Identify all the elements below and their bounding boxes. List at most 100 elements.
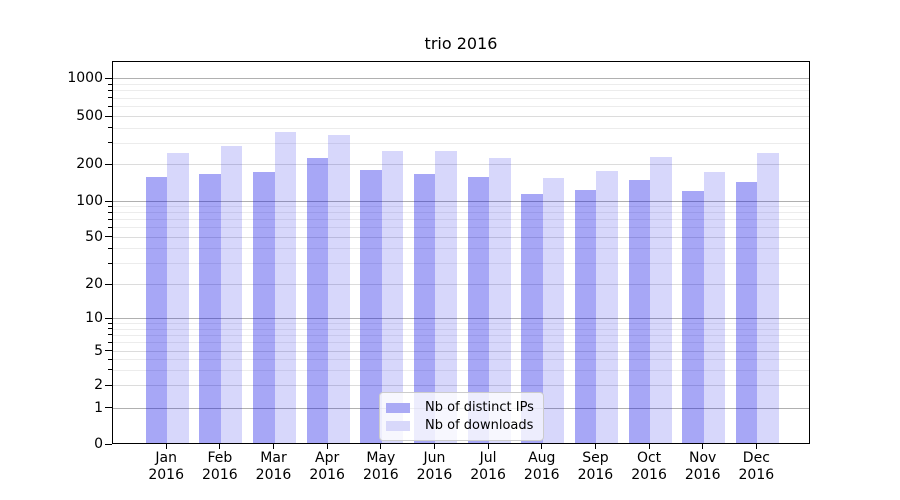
y-tick-label-50: 50 <box>85 228 103 245</box>
legend: Nb of distinct IPs Nb of downloads <box>379 392 544 441</box>
y-minor-tick-40 <box>108 247 112 249</box>
y-tick-1000 <box>105 77 112 79</box>
x-label-month: Oct <box>636 450 662 466</box>
gridline-minor-80 <box>113 212 809 214</box>
y-tick-5 <box>105 350 112 352</box>
bar-distinct-ips-nov <box>682 190 704 443</box>
gridline-minor-30 <box>113 263 809 265</box>
gridline-major-100 <box>113 201 809 202</box>
chart-title: trio 2016 <box>424 34 498 53</box>
y-minor-tick-30 <box>108 262 112 264</box>
y-tick-label-500: 500 <box>76 108 103 124</box>
y-tick-label-0: 0 <box>94 436 103 452</box>
x-label-month: Jan <box>155 450 177 466</box>
bar-distinct-ips-mar <box>253 171 275 443</box>
gridline-minor-8 <box>113 328 809 330</box>
x-tick-label-jul: Jul 2016 <box>458 450 518 484</box>
x-tick-label-aug: Aug 2016 <box>512 450 572 484</box>
y-tick-label-2: 2 <box>94 377 103 393</box>
gridline-minor-40 <box>113 248 809 250</box>
x-tick-sep <box>594 444 596 449</box>
gridline-major-2 <box>113 385 809 386</box>
x-label-year: 2016 <box>148 467 184 483</box>
x-label-month: May <box>366 450 396 466</box>
bar-distinct-ips-jun <box>413 173 436 443</box>
y-tick-label-5: 5 <box>94 342 103 359</box>
x-label-year: 2016 <box>577 467 614 483</box>
y-minor-tick-300 <box>108 142 112 144</box>
legend-item-distinct-ips: Nb of distinct IPs <box>386 399 534 416</box>
y-tick-500 <box>105 115 112 117</box>
x-label-month: Nov <box>689 450 717 466</box>
gridline-minor-3 <box>113 369 809 371</box>
bar-downloads-nov <box>703 171 726 443</box>
legend-item-downloads: Nb of downloads <box>386 417 534 434</box>
x-label-year: 2016 <box>202 467 238 483</box>
bar-downloads-sep <box>596 171 618 443</box>
x-tick-jun <box>433 444 435 449</box>
bar-distinct-ips-jan <box>145 177 168 443</box>
y-minor-tick-60 <box>108 226 112 228</box>
x-tick-feb <box>219 444 221 449</box>
x-label-year: 2016 <box>309 467 345 483</box>
x-tick-nov <box>702 444 704 449</box>
y-tick-200 <box>105 163 112 165</box>
bar-downloads-feb <box>220 145 243 443</box>
x-tick-label-feb: Feb 2016 <box>190 450 250 484</box>
y-minor-tick-4 <box>108 358 112 360</box>
y-minor-tick-9 <box>108 322 112 324</box>
bar-distinct-ips-dec <box>735 181 758 443</box>
y-minor-tick-8 <box>108 328 112 330</box>
bar-downloads-jan <box>167 152 189 443</box>
x-tick-dec <box>755 444 757 449</box>
x-label-year: 2016 <box>470 467 506 483</box>
bar-distinct-ips-aug <box>521 194 543 443</box>
y-minor-tick-600 <box>108 105 112 107</box>
y-tick-100 <box>105 200 112 202</box>
x-tick-apr <box>326 444 328 449</box>
x-label-year: 2016 <box>684 467 721 483</box>
x-label-month: Mar <box>260 450 287 466</box>
y-tick-label-1: 1 <box>94 399 103 416</box>
gridline-minor-7 <box>113 334 809 336</box>
y-tick-label-1000: 1000 <box>67 70 103 87</box>
gridline-minor-90 <box>113 206 809 208</box>
bar-distinct-ips-apr <box>306 158 329 443</box>
x-label-month: Jul <box>479 450 497 466</box>
plot-area <box>112 61 810 444</box>
x-tick-label-jan: Jan 2016 <box>136 450 196 484</box>
gridline-minor-4 <box>113 359 809 361</box>
legend-label-distinct-ips: Nb of distinct IPs <box>425 400 534 415</box>
y-tick-label-100: 100 <box>76 193 103 209</box>
x-tick-jul <box>487 444 489 449</box>
bar-distinct-ips-sep <box>574 189 597 443</box>
bar-downloads-aug <box>542 177 565 443</box>
gridline-minor-600 <box>113 106 809 108</box>
x-tick-label-apr: Apr 2016 <box>297 450 357 484</box>
gridline-major-20 <box>113 284 809 285</box>
x-tick-mar <box>273 444 274 449</box>
gridline-major-10 <box>113 318 809 320</box>
x-tick-label-dec: Dec 2016 <box>726 450 786 484</box>
x-label-year: 2016 <box>738 467 775 483</box>
y-tick-label-10: 10 <box>85 310 103 327</box>
x-tick-label-jun: Jun 2016 <box>404 450 464 484</box>
bar-distinct-ips-may <box>360 169 382 443</box>
x-tick-aug <box>541 444 543 449</box>
y-minor-tick-90 <box>108 205 112 207</box>
x-label-month: Apr <box>315 450 340 466</box>
bar-downloads-oct <box>650 157 672 443</box>
y-minor-tick-800 <box>108 89 112 91</box>
legend-swatch-distinct-ips <box>386 402 410 413</box>
x-label-year: 2016 <box>523 467 560 483</box>
gridline-minor-300 <box>113 142 809 144</box>
x-label-month: Dec <box>742 450 770 466</box>
gridline-major-500 <box>113 116 809 117</box>
x-label-month: Sep <box>582 450 609 466</box>
gridline-minor-900 <box>113 84 809 86</box>
x-tick-label-mar: Mar 2016 <box>244 450 304 484</box>
x-tick-label-oct: Oct 2016 <box>619 450 679 484</box>
bar-downloads-jun <box>435 151 457 443</box>
legend-label-downloads: Nb of downloads <box>425 418 534 433</box>
